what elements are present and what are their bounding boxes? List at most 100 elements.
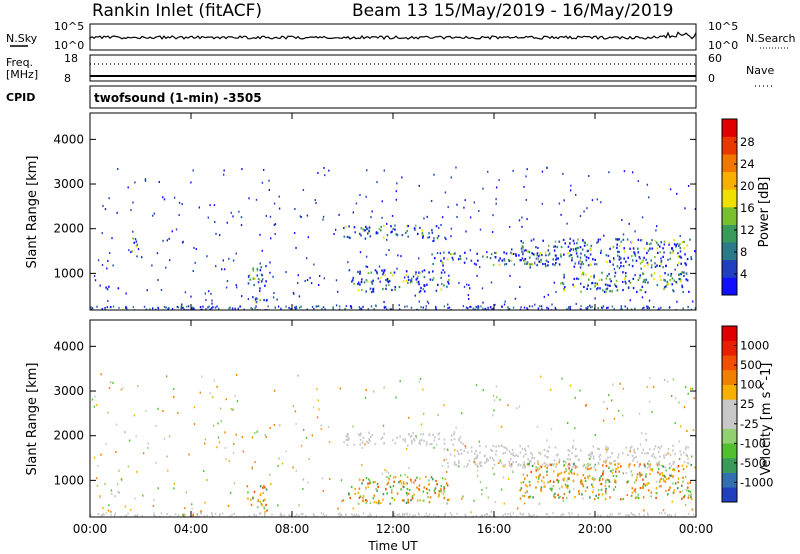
scatter-cell [362, 305, 364, 308]
scatter-cell [91, 307, 94, 310]
beam-date-title: Beam 13 15/May/2019 - 16/May/2019 [352, 1, 673, 21]
scatter-cell [115, 423, 118, 426]
scatter-cell [579, 266, 582, 269]
scatter-cell [376, 482, 379, 486]
scatter-cell [431, 253, 433, 256]
scatter-cell [360, 432, 362, 435]
scatter-cell [440, 276, 442, 279]
scatter-cell [361, 446, 364, 449]
scatter-cell [235, 433, 237, 436]
scatter-cell [678, 458, 681, 461]
scatter-cell [450, 235, 452, 238]
scatter-cell [576, 246, 578, 250]
scatter-cell [531, 464, 534, 467]
scatter-cell [648, 459, 650, 463]
scatter-cell [229, 491, 232, 494]
scatter-cell [405, 491, 408, 495]
scatter-cell [450, 176, 453, 179]
scatter-cell [479, 228, 482, 231]
scatter-cell [494, 256, 497, 259]
scatter-cell [661, 464, 663, 467]
scatter-cell [351, 279, 354, 282]
scatter-cell [226, 221, 229, 224]
scatter-cell [394, 475, 397, 479]
scatter-cell [386, 483, 389, 486]
scatter-cell [593, 274, 595, 277]
scatter-cell [611, 305, 614, 308]
scatter-feature [560, 271, 690, 294]
scatter-cell [410, 499, 412, 502]
scatter-cell [658, 485, 661, 488]
scatter-cell [414, 227, 417, 231]
scatter-cell [214, 512, 217, 515]
scatter-cell [574, 247, 577, 250]
scatter-cell [232, 442, 235, 445]
scatter-cell [410, 480, 413, 484]
scatter-cell [365, 225, 367, 228]
scatter-cell [335, 304, 338, 307]
scatter-cell [571, 512, 573, 515]
scatter-cell [576, 242, 578, 245]
scatter-cell [617, 513, 620, 516]
scatter-cell [372, 288, 374, 291]
scatter-feature [342, 224, 440, 240]
scatter-cell [120, 388, 122, 391]
scatter-cell [136, 513, 139, 516]
scatter-cell [573, 463, 575, 466]
scatter-cell [357, 281, 360, 284]
scatter-cell [349, 496, 352, 500]
scatter-cell [598, 455, 601, 458]
scatter-cell [620, 308, 622, 310]
scatter-cell [648, 306, 650, 309]
scatter-cell [530, 239, 533, 242]
scatter-cell [387, 281, 390, 284]
scatter-cell [609, 260, 611, 263]
scatter-cell [322, 489, 325, 492]
scatter-cell [609, 513, 611, 516]
scatter-cell [520, 259, 522, 262]
scatter-cell [443, 305, 446, 308]
scatter-cell [669, 453, 672, 457]
scatter-cell [93, 275, 96, 278]
scatter-cell [477, 465, 479, 468]
scatter-cell [686, 461, 689, 465]
scatter-cell [687, 185, 690, 188]
scatter-cell [391, 439, 394, 442]
scatter-cell [449, 453, 452, 456]
scatter-cell [647, 462, 649, 465]
scatter-cell [562, 238, 565, 241]
scatter-cell [573, 265, 576, 268]
scatter-cell [650, 273, 653, 276]
scatter-cell [347, 436, 350, 440]
scatter-cell [507, 306, 509, 309]
scatter-cell [645, 439, 647, 442]
scatter-cell [653, 255, 656, 259]
scatter-cell [228, 460, 230, 463]
colorbar-swatch [722, 399, 737, 415]
cpid-text: twofsound (1-min) -3505 [94, 91, 262, 105]
scatter-cell [569, 189, 572, 192]
scatter-cell [610, 462, 613, 465]
scatter-cell [573, 472, 575, 475]
scatter-cell [237, 307, 239, 310]
scatter-cell [508, 308, 511, 310]
scatter-cell [620, 261, 622, 264]
scatter-cell [418, 300, 420, 303]
scatter-cell [250, 503, 253, 506]
scatter-cell [461, 497, 463, 500]
scatter-cell [410, 277, 413, 280]
scatter-cell [674, 422, 676, 425]
scatter-cell [401, 499, 404, 502]
scatter-cell [485, 457, 488, 460]
scatter-cell [365, 255, 368, 258]
scatter-cell [638, 412, 641, 415]
scatter-cell [654, 445, 657, 448]
scatter-cell [391, 288, 393, 292]
scatter-cell [634, 307, 636, 310]
scatter-cell [592, 485, 594, 489]
scatter-cell [618, 470, 621, 473]
scatter-cell [407, 515, 410, 517]
scatter-cell [300, 305, 302, 308]
scatter-cell [108, 386, 111, 389]
scatter-cell [401, 514, 404, 517]
